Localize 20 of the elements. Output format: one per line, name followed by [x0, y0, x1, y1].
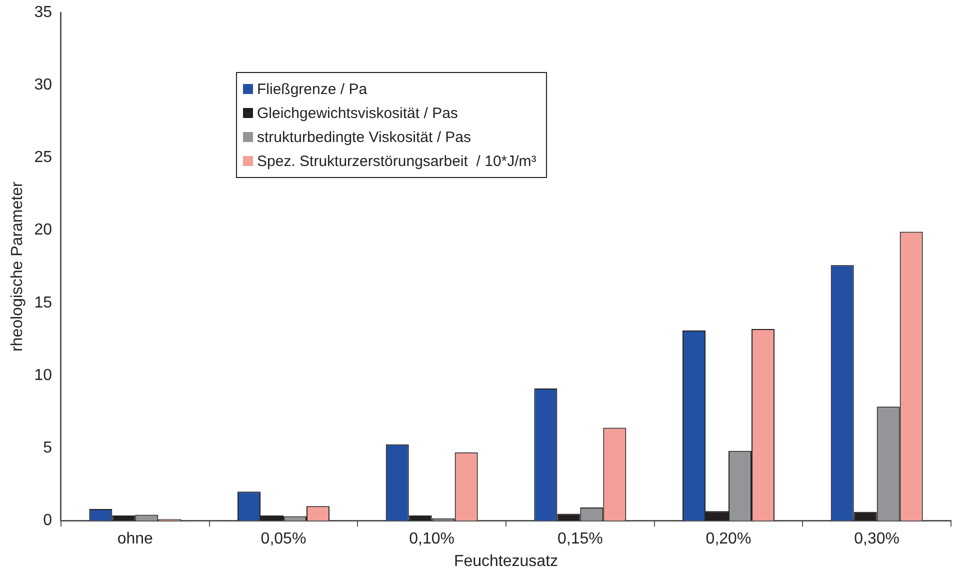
y-tick-label: 15: [34, 294, 52, 312]
x-axis-title: Feuchtezusatz: [454, 552, 558, 570]
y-axis-title: rheologische Parameter: [9, 181, 26, 352]
y-tick-label: 10: [34, 366, 52, 384]
legend-label: Fließgrenze / Pa: [257, 80, 368, 98]
x-tick-label: 0,10%: [409, 530, 455, 548]
y-tick-label: 5: [43, 439, 52, 456]
x-tick-label: 0,15%: [557, 530, 603, 548]
y-tick-label: 35: [34, 4, 52, 22]
x-tick-label: 0,05%: [260, 530, 306, 548]
x-tick-label: ohne: [117, 530, 154, 548]
legend-label: Spez. Strukturzerstörungsarbeit / 10*J/m³: [257, 152, 536, 170]
y-tick-label: 20: [34, 222, 52, 239]
x-tick-label: 0,20%: [706, 530, 752, 548]
legend-label: Gleichgewichtsviskosität / Pas: [257, 104, 458, 122]
y-tick-label: 30: [34, 76, 52, 94]
y-tick-label: 0: [43, 512, 52, 530]
legend-label: strukturbedingte Viskosität / Pas: [257, 128, 471, 146]
x-tick-label: 0,30%: [854, 530, 900, 548]
y-tick-label: 25: [34, 149, 52, 166]
